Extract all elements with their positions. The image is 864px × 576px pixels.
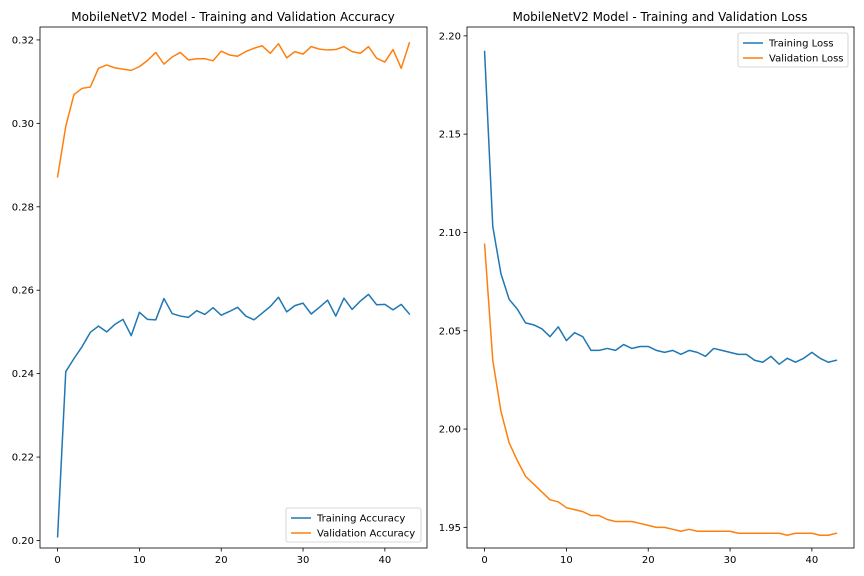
loss-y-tick-label: 2.00 xyxy=(439,425,461,436)
loss-plot-area: 0 10 20 30 40 1.95 2.00 2.05 2.10 2.15 2.20 Trainin… xyxy=(439,26,855,566)
accuracy-y-tick-label: 0.26 xyxy=(12,286,34,297)
accuracy-chart: MobileNetV2 Model - Training and Validat… xyxy=(12,10,428,566)
loss-series-training-line xyxy=(483,50,838,365)
accuracy-legend: Training Accuracy Validation Accuracy xyxy=(285,507,422,543)
loss-x-tick-label: 30 xyxy=(724,555,737,566)
accuracy-y-tick-label: 0.20 xyxy=(12,536,34,547)
accuracy-x-tick-label: 30 xyxy=(297,555,310,566)
accuracy-chart-title: MobileNetV2 Model - Training and Validat… xyxy=(71,10,394,24)
accuracy-legend-label-training: Training Accuracy xyxy=(316,514,405,525)
accuracy-x-tick-label: 20 xyxy=(215,555,228,566)
loss-chart-title: MobileNetV2 Model - Training and Validat… xyxy=(512,10,807,24)
loss-axes-frame xyxy=(466,26,855,549)
loss-y-tick-label: 2.20 xyxy=(439,31,461,42)
accuracy-series-training-line xyxy=(56,293,411,538)
accuracy-y-tick-label: 0.30 xyxy=(12,119,34,130)
loss-chart: MobileNetV2 Model - Training and Validat… xyxy=(439,10,855,566)
loss-x-tick-label: 0 xyxy=(481,555,487,566)
accuracy-series-validation-line xyxy=(56,41,411,178)
loss-y-tick-label: 2.15 xyxy=(439,130,461,141)
loss-legend-box xyxy=(737,32,849,68)
accuracy-y-tick-label: 0.28 xyxy=(12,202,34,213)
accuracy-plot-area: 0 10 20 30 40 0.20 0.22 0.24 0.26 0.28 0.30 0.32 Tra… xyxy=(12,26,428,566)
loss-series-validation-line xyxy=(483,243,838,536)
loss-x-tick-label: 20 xyxy=(642,555,655,566)
accuracy-legend-label-validation: Validation Accuracy xyxy=(317,529,415,540)
loss-y-tick-label: 2.10 xyxy=(439,228,461,239)
accuracy-axes-frame xyxy=(39,26,428,549)
loss-x-tick-label: 10 xyxy=(560,555,573,566)
accuracy-y-tick-label: 0.32 xyxy=(12,35,34,46)
loss-legend-label-validation: Validation Loss xyxy=(769,54,844,65)
accuracy-x-tick-label: 40 xyxy=(378,555,391,566)
accuracy-x-tick-label: 0 xyxy=(54,555,60,566)
accuracy-x-tick-label: 10 xyxy=(133,555,146,566)
loss-legend-label-training: Training Loss xyxy=(768,39,834,50)
loss-y-tick-label: 2.05 xyxy=(439,326,461,337)
accuracy-y-tick-label: 0.24 xyxy=(12,369,34,380)
loss-legend: Training Loss Validation Loss xyxy=(737,32,849,68)
accuracy-legend-box xyxy=(285,507,422,543)
loss-y-tick-label: 1.95 xyxy=(439,523,461,534)
loss-x-tick-label: 40 xyxy=(805,555,818,566)
accuracy-y-tick-label: 0.22 xyxy=(12,453,34,464)
